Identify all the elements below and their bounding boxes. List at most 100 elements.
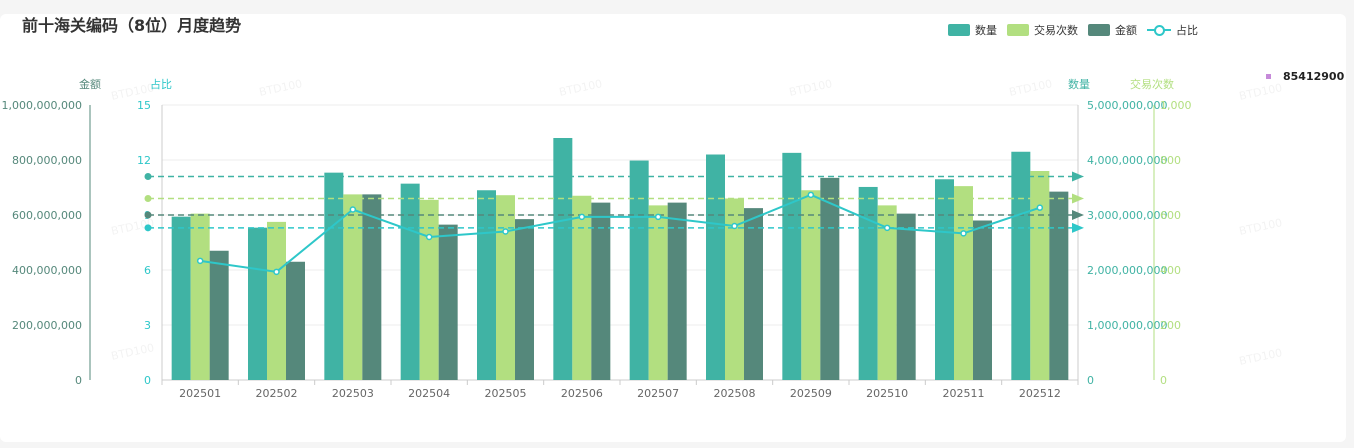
ratio-series-point [273, 268, 280, 276]
bar [477, 190, 496, 380]
trades-axis-name: 交易次数 [1130, 77, 1174, 91]
x-axis-tick-label: 202511 [943, 387, 985, 400]
watermark-text: BTD100 [110, 341, 155, 363]
amount-axis-name: 金额 [79, 77, 101, 91]
average-line-arrow [1072, 193, 1084, 204]
quantity-axis-tick-label: 0 [1087, 374, 1094, 387]
bar [954, 186, 973, 380]
legend-swatch-quantity [948, 24, 970, 36]
ratio-axis-tick-label: 3 [144, 319, 151, 332]
bar [706, 154, 725, 380]
bar [572, 195, 592, 380]
bar [648, 205, 668, 380]
trades-axis-tick-label: 0 [1160, 374, 1167, 387]
average-line-start-dot [144, 195, 152, 202]
quantity-axis-tick-label: 2,000,000,000 [1087, 264, 1167, 277]
x-axis-tick-label: 202510 [866, 387, 908, 400]
ratio-series-point [883, 224, 891, 232]
bar [209, 250, 229, 380]
side-legend-square-icon [1266, 74, 1271, 79]
x-axis-tick-label: 202508 [714, 387, 756, 400]
trades-axis-tick-label: 200 [1160, 319, 1181, 332]
bar [553, 138, 573, 380]
bar [896, 213, 916, 380]
bar [801, 190, 821, 380]
average-line-start-dot [144, 224, 152, 232]
bar [324, 172, 344, 380]
trades-axis-tick-label: 400 [1160, 264, 1181, 277]
watermark-text: BTD100 [1008, 77, 1053, 99]
legend-item-amount[interactable]: 金额 [1088, 22, 1137, 38]
legend-label-quantity: 数量 [975, 24, 997, 37]
bar [496, 195, 515, 380]
trades-axis-tick-label: 800 [1160, 154, 1181, 167]
bar [629, 160, 649, 380]
bar [515, 219, 534, 380]
ratio-series-point [731, 222, 738, 230]
ratio-axis-tick-label: 6 [144, 264, 151, 277]
x-axis-tick-label: 202509 [790, 387, 832, 400]
bar [667, 202, 687, 380]
ratio-series-point [502, 228, 509, 235]
average-line-arrow [1072, 210, 1084, 220]
legend-swatch-trades [1007, 24, 1029, 36]
ratio-series-point [578, 213, 586, 221]
x-axis-tick-label: 202501 [179, 387, 221, 400]
bar [438, 224, 458, 380]
bar [1030, 171, 1050, 380]
ratio-series-point [654, 213, 662, 221]
legend-swatch-amount [1088, 24, 1110, 36]
bar [591, 202, 611, 380]
watermark-text: BTD100 [258, 77, 303, 99]
legend-item-ratio[interactable]: 占比 [1147, 22, 1198, 38]
ratio-series-line [200, 193, 1041, 273]
ratio-axis-tick-label: 12 [137, 154, 151, 167]
bar [362, 194, 382, 380]
x-axis-tick-label: 202512 [1019, 387, 1061, 400]
bar [267, 221, 286, 380]
bar [419, 199, 439, 380]
bar [248, 227, 267, 380]
average-line-arrow [1072, 171, 1084, 182]
ratio-axis-tick-label: 0 [144, 374, 151, 387]
x-axis-tick-label: 202504 [408, 387, 450, 400]
legend-item-quantity[interactable]: 数量 [948, 22, 997, 38]
legend-line-icon-ratio [1147, 24, 1171, 36]
x-axis-tick-label: 202507 [637, 387, 679, 400]
ratio-series-point [960, 230, 967, 237]
x-axis-tick-label: 202503 [332, 387, 374, 400]
quantity-axis-name: 数量 [1068, 78, 1090, 91]
bar [820, 177, 840, 380]
bar [1011, 151, 1031, 380]
trades-axis-tick-label: 1,000 [1160, 99, 1192, 112]
legend-item-trades[interactable]: 交易次数 [1007, 22, 1078, 38]
legend-label-ratio: 占比 [1176, 24, 1198, 37]
average-line-start-dot [144, 211, 152, 219]
amount-axis-tick-label: 1,000,000,000 [2, 99, 82, 112]
bar [171, 216, 191, 380]
bar [190, 213, 210, 380]
quantity-axis-tick-label: 4,000,000,000 [1087, 154, 1167, 167]
bar [935, 179, 954, 380]
x-axis-tick-label: 202502 [256, 387, 298, 400]
bar [877, 205, 897, 380]
bar [858, 186, 878, 380]
amount-axis-tick-label: 600,000,000 [12, 209, 82, 222]
ratio-series-point [425, 233, 433, 241]
ratio-series-point [807, 191, 815, 199]
bar [744, 208, 763, 380]
legend: 数量 交易次数 金额 占比 [948, 22, 1208, 38]
bar [400, 183, 420, 380]
watermark-text: BTD100 [788, 77, 833, 99]
legend-line-dot [1154, 25, 1165, 36]
average-line-arrow [1072, 222, 1084, 233]
side-legend-item[interactable]: 85412900 [1266, 70, 1344, 83]
quantity-axis-tick-label: 3,000,000,000 [1087, 209, 1167, 222]
watermark-text: BTD100 [1238, 81, 1283, 103]
average-line-start-dot [144, 173, 152, 180]
legend-label-amount: 金额 [1115, 24, 1137, 37]
x-axis-tick-label: 202505 [485, 387, 527, 400]
trades-axis-tick-label: 600 [1160, 209, 1181, 222]
amount-axis-tick-label: 400,000,000 [12, 264, 82, 277]
